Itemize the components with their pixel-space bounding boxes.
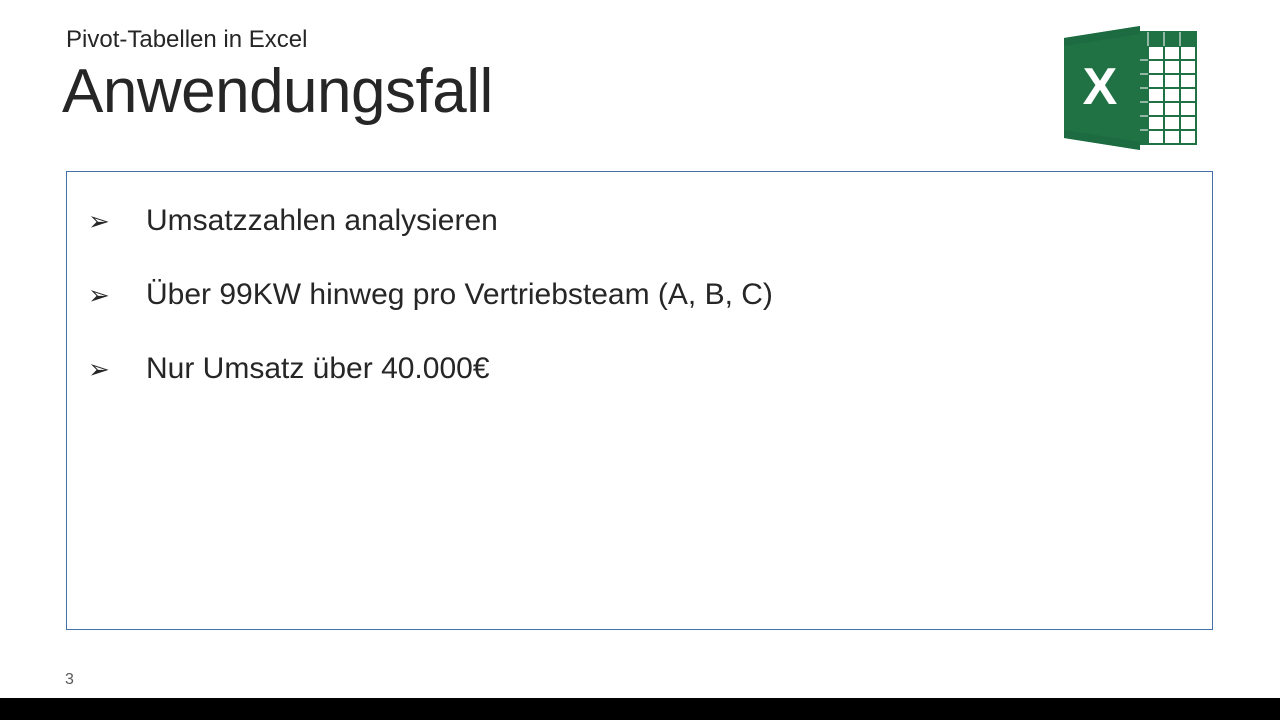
bullet-text: Umsatzzahlen analysieren (146, 204, 498, 238)
page-number: 3 (65, 671, 74, 689)
excel-icon: X (1062, 24, 1198, 152)
bullet-marker-icon: ➢ (88, 206, 146, 237)
list-item: ➢ Nur Umsatz über 40.000€ (88, 352, 773, 386)
slide-subtitle: Pivot-Tabellen in Excel (66, 26, 307, 54)
bullet-text: Über 99KW hinweg pro Vertriebsteam (A, B… (146, 278, 773, 312)
bullet-marker-icon: ➢ (88, 354, 146, 385)
bullet-marker-icon: ➢ (88, 280, 146, 311)
bullet-text: Nur Umsatz über 40.000€ (146, 352, 490, 386)
list-item: ➢ Über 99KW hinweg pro Vertriebsteam (A,… (88, 278, 773, 312)
slide-title: Anwendungsfall (62, 56, 493, 127)
list-item: ➢ Umsatzzahlen analysieren (88, 204, 773, 238)
bottom-bar (0, 698, 1280, 720)
slide: Pivot-Tabellen in Excel Anwendungsfall (0, 0, 1280, 698)
bullet-list: ➢ Umsatzzahlen analysieren ➢ Über 99KW h… (88, 204, 773, 426)
svg-text:X: X (1083, 58, 1118, 116)
